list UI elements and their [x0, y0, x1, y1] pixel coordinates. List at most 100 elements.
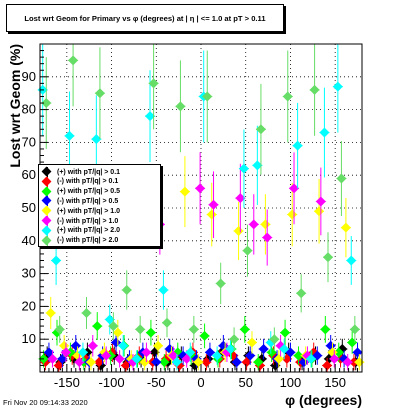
legend: (+) with pT/|q| > 0.1 (-) with pT/|q| > 0… [38, 164, 161, 247]
data-point [120, 360, 131, 371]
data-point [188, 324, 199, 335]
legend-entry: (+) with pT/|q| > 0.1 [39, 167, 120, 177]
data-point [114, 353, 125, 364]
y-tick-label: 50 [22, 200, 36, 215]
data-point [255, 360, 266, 371]
data-point [280, 327, 291, 338]
legend-marker-icon [39, 216, 57, 226]
data-point [141, 347, 152, 358]
data-point [131, 353, 142, 364]
data-point [145, 327, 156, 338]
data-point [77, 347, 88, 358]
data-point [342, 357, 353, 368]
y-axis-label: Lost wrt Geom (%) [7, 44, 23, 168]
data-point [158, 285, 169, 295]
legend-marker-icon [39, 225, 57, 236]
data-point [349, 324, 360, 335]
x-tick-label: -150 [54, 375, 80, 390]
legend-marker-icon [39, 176, 57, 187]
legend-entry: (+) with pT/|q| > 2.0 [39, 225, 121, 236]
data-point [239, 324, 250, 335]
data-point [148, 78, 159, 89]
data-point [253, 357, 264, 368]
legend-label: (+) with pT/|q| > 0.5 [57, 188, 121, 196]
data-point [159, 357, 170, 368]
data-point [322, 360, 333, 371]
data-point [352, 347, 363, 358]
data-point [252, 160, 263, 171]
data-point [292, 140, 303, 151]
data-point [199, 330, 210, 341]
data-point [296, 288, 307, 299]
legend-marker-icon [39, 167, 57, 177]
data-point [329, 353, 340, 364]
data-point [54, 324, 65, 335]
data-point [85, 357, 96, 368]
data-point [74, 357, 85, 368]
data-point [153, 340, 164, 351]
legend-entry: (-) with pT/|q| > 0.1 [39, 176, 118, 187]
data-point [92, 321, 103, 332]
data-point [293, 350, 304, 361]
data-points [37, 44, 365, 372]
y-tick-label: 80 [22, 102, 36, 117]
data-point [162, 317, 173, 328]
x-axis-ticks: -150 -100 -50 0 50 100 150 [43, 364, 359, 390]
data-point [309, 84, 320, 95]
legend-entry: (-) with pT/|q| > 1.0 [39, 216, 118, 226]
legend-label: (+) with pT/|q| > 0.1 [57, 168, 121, 176]
legend-entry: (-) with pT/|q| > 2.0 [39, 235, 119, 246]
legend-entry: (-) with pT/|q| > 0.5 [39, 196, 119, 207]
data-point [104, 314, 115, 325]
data-point [171, 357, 182, 368]
data-point [43, 347, 54, 358]
data-point [204, 347, 215, 358]
data-point [181, 353, 192, 364]
y-tick-label: 40 [22, 233, 36, 248]
data-point [45, 307, 56, 318]
y-tick-label: 60 [22, 167, 36, 182]
data-point [202, 91, 213, 102]
data-point [70, 340, 81, 351]
data-point [231, 357, 242, 368]
x-tick-label: 100 [280, 375, 302, 390]
data-point [108, 321, 119, 332]
x-tick-label: -50 [147, 375, 166, 390]
data-point [41, 98, 52, 109]
data-point [242, 245, 253, 256]
data-point [94, 88, 105, 99]
x-axis-label: φ (degrees) [285, 392, 362, 408]
data-point [245, 350, 256, 361]
data-point [91, 134, 102, 145]
data-point [241, 357, 252, 368]
data-point [319, 127, 330, 138]
legend-entry: (+) with pT/|q| > 0.5 [39, 186, 121, 197]
legend-label: (-) with pT/|q| > 2.0 [57, 237, 119, 245]
data-point [149, 347, 160, 358]
data-point [175, 101, 186, 112]
data-point [87, 340, 98, 351]
x-tick-label: -100 [99, 375, 125, 390]
data-point [248, 219, 259, 230]
legend-marker-icon [39, 206, 57, 217]
legend-marker-icon [39, 186, 57, 197]
data-point [306, 353, 317, 364]
data-point [208, 199, 219, 210]
data-point [57, 353, 68, 364]
legend-label: (-) with pT/|q| > 0.5 [57, 197, 119, 205]
data-point [68, 55, 79, 66]
legend-label: (+) with pT/|q| > 1.0 [57, 207, 121, 215]
data-point [258, 344, 269, 355]
data-point [333, 347, 344, 358]
data-point [235, 193, 246, 204]
data-point [185, 347, 196, 358]
y-tick-label: 30 [22, 266, 36, 281]
timestamp: Fri Nov 20 09:14:33 2020 [3, 398, 88, 407]
legend-label: (+) with pT/|q| > 2.0 [57, 227, 121, 235]
data-point [279, 344, 290, 355]
legend-marker-icon [39, 196, 57, 207]
data-point [229, 334, 240, 345]
x-tick-label: 150 [324, 375, 346, 390]
data-point [332, 81, 343, 92]
